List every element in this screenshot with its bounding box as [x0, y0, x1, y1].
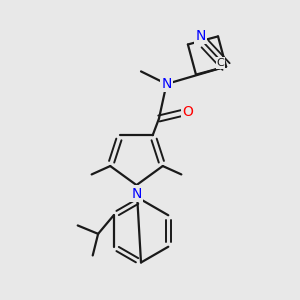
- Text: N: N: [131, 187, 142, 200]
- Text: N: N: [161, 77, 172, 91]
- Text: N: N: [195, 28, 206, 43]
- Text: O: O: [182, 105, 193, 118]
- Text: C: C: [217, 58, 225, 68]
